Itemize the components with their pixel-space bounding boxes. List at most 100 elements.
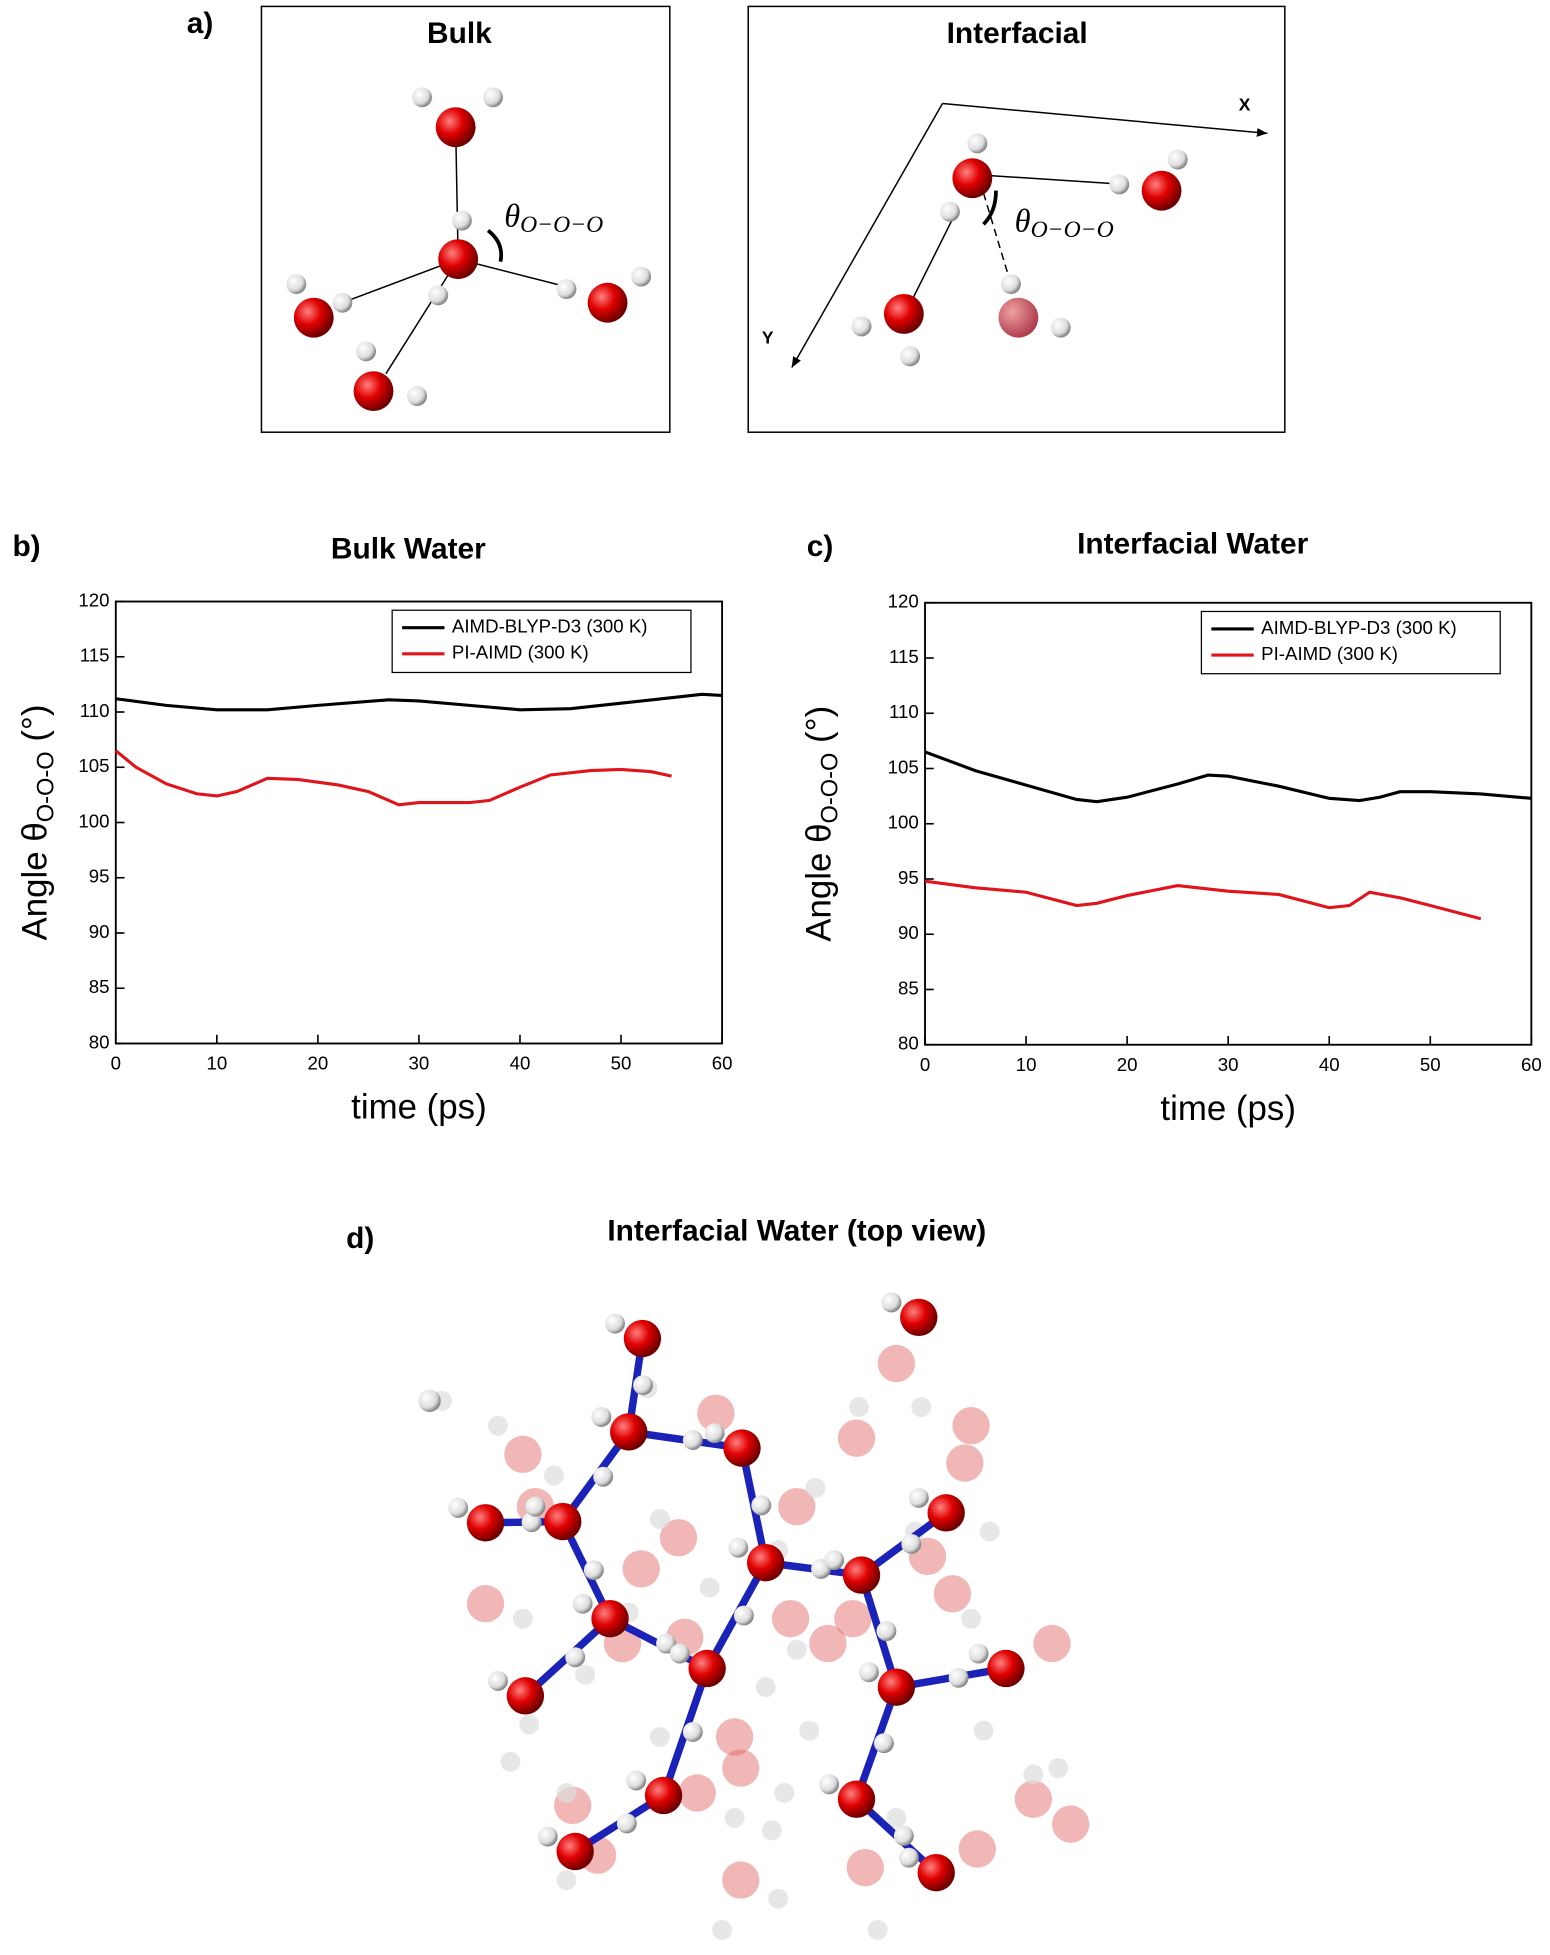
faded-atom [659,1519,698,1557]
h-atom [873,1733,894,1754]
h-atom [656,1633,677,1654]
faded-atom [715,1718,754,1756]
y-tick-label: 80 [898,1033,919,1054]
data-line [924,750,1532,804]
x-tick-label: 20 [308,1053,329,1074]
h-atom [537,1826,558,1847]
y-tick-label: 85 [89,976,110,997]
data-line [115,692,723,712]
h-atom [605,1313,625,1334]
o-atom [837,1780,876,1818]
faded-atom [712,1919,733,1940]
panel-label: c) [807,530,834,563]
x-tick-label: 0 [920,1054,930,1075]
interfacial-box [747,5,1286,433]
o-atom [917,1853,955,1892]
o-atom [927,1494,965,1532]
h-atom [876,1621,897,1642]
h-atom [448,1497,469,1518]
x-tick-label: 60 [712,1053,733,1074]
faded-atom [466,1585,505,1623]
h-atom [948,1667,969,1688]
faded-atom [946,1444,984,1482]
faded-atom [622,1550,660,1588]
faded-atom [556,1783,577,1803]
h-atom [819,1774,840,1795]
h-atom [488,1670,508,1691]
o-atom [746,1543,785,1582]
y-tick-label: 95 [898,867,919,888]
x-tick-label: 50 [1420,1054,1441,1075]
faded-atom [488,1415,508,1436]
faded-atom [834,1599,872,1638]
h-atom [418,1389,441,1412]
faded-atom [500,1751,521,1772]
o-atom [900,1298,938,1337]
faded-atom [722,1861,760,1899]
faded-atom [911,1397,932,1417]
y-tick-label: 115 [889,646,919,667]
x-tick-label: 40 [510,1053,531,1074]
faded-atom [722,1749,760,1787]
o-atom [842,1556,881,1594]
chart-title: Bulk Water [331,532,486,565]
y-tick-label: 80 [89,1031,110,1052]
faded-atom [837,1419,876,1457]
x-tick-label: 30 [1218,1054,1239,1075]
faded-atom [933,1575,972,1613]
h-atom [572,1593,593,1614]
faded-atom [768,1888,789,1909]
y-tick-label: 115 [80,645,110,666]
faded-atom [774,1783,795,1803]
o-atom [644,1776,683,1815]
y-tick-label: 105 [78,755,109,776]
o-atom [688,1649,726,1688]
faded-atom [786,1639,807,1660]
h-atom [704,1423,725,1444]
y-tick-label: 90 [898,922,919,943]
faded-atom [1033,1624,1071,1663]
o-atom [877,1668,916,1706]
faded-atom [519,1714,540,1735]
faded-atom [867,1919,888,1940]
faded-atom [649,1509,670,1530]
axis-x-label: X [1239,95,1251,115]
x-tick-label: 40 [1319,1054,1340,1075]
h-atom [633,1375,653,1396]
y-tick-label: 105 [888,756,919,777]
y-axis-label-part: O-O-O [818,753,844,824]
h-atom [682,1721,703,1742]
faded-atom [979,1521,1000,1542]
h-atom [893,1825,914,1846]
panel-label: a) [187,7,214,40]
top-view-illustration [418,1292,1090,1940]
faded-atom [556,1870,577,1891]
h-atom [583,1560,604,1581]
o-atom [466,1504,505,1542]
o-atom [623,1319,662,1358]
angle-label: θO−O−O [504,198,603,238]
faded-atom [961,1608,982,1629]
faded-atom [886,1807,907,1828]
axis-y-label: Y [762,327,774,347]
faded-atom [724,1807,745,1828]
y-tick-label: 95 [89,866,110,887]
o-atom [506,1677,545,1715]
o-atom [591,1599,629,1638]
faded-atom [1023,1764,1044,1785]
data-line [924,879,1482,921]
faded-atom [849,1397,869,1417]
x-axis-label: time (ps) [1160,1089,1296,1128]
h-atom [901,1534,922,1554]
chart-title: Interfacial Water [1077,527,1309,560]
bulk-box [260,5,671,433]
faded-atom [544,1465,564,1486]
panel-label: d) [346,1222,374,1255]
faded-atom [771,1599,810,1638]
h-atom [565,1647,586,1668]
faded-atom [1014,1780,1053,1818]
y-tick-label: 110 [889,701,919,722]
data-line [114,749,672,807]
faded-atom [846,1848,884,1887]
